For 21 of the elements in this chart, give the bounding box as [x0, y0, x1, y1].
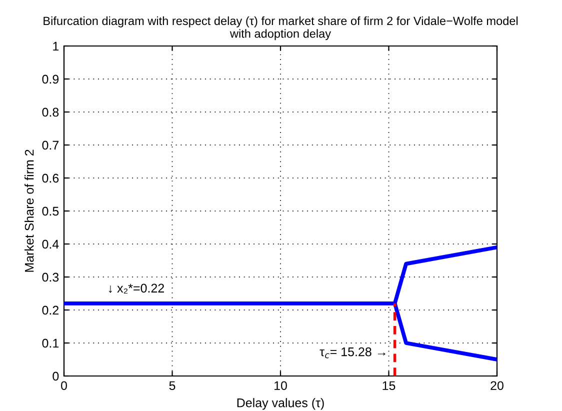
y-tick-label: 0.9 [42, 74, 59, 84]
y-tick-label: 0 [52, 372, 59, 381]
x-tick-label: 20 [490, 381, 504, 390]
x-axis-title: Delay values (τ) [237, 398, 324, 410]
x-tick-label: 15 [382, 381, 396, 390]
chart-title: Bifurcation diagram with respect delay (τ) for market share of firm 2 for Vidale−Wolfe model with adoption delay [44, 16, 518, 40]
x-tick-label: 5 [169, 381, 176, 390]
annotation: τ$_{c}$= 15.28 → [320, 347, 386, 358]
y-tick-label: 0.4 [42, 240, 59, 249]
y-tick-label: 0.6 [42, 174, 59, 183]
y-tick-label: 0.5 [42, 206, 59, 216]
y-tick-label: 0.3 [42, 272, 59, 282]
x-tick-label: 10 [274, 381, 287, 390]
y-tick-label: 0.2 [42, 306, 59, 315]
annotation: ↓ x₂*=0.22 [108, 284, 164, 294]
y-tick-label: 0.1 [42, 338, 59, 348]
y-tick-label: 0.8 [42, 108, 59, 117]
y-tick-label: 0.7 [42, 140, 59, 150]
x-tick-label: 0 [61, 381, 67, 390]
y-axis-title: Market Share of firm 2 [24, 150, 34, 272]
y-tick-label: 1 [53, 42, 59, 51]
